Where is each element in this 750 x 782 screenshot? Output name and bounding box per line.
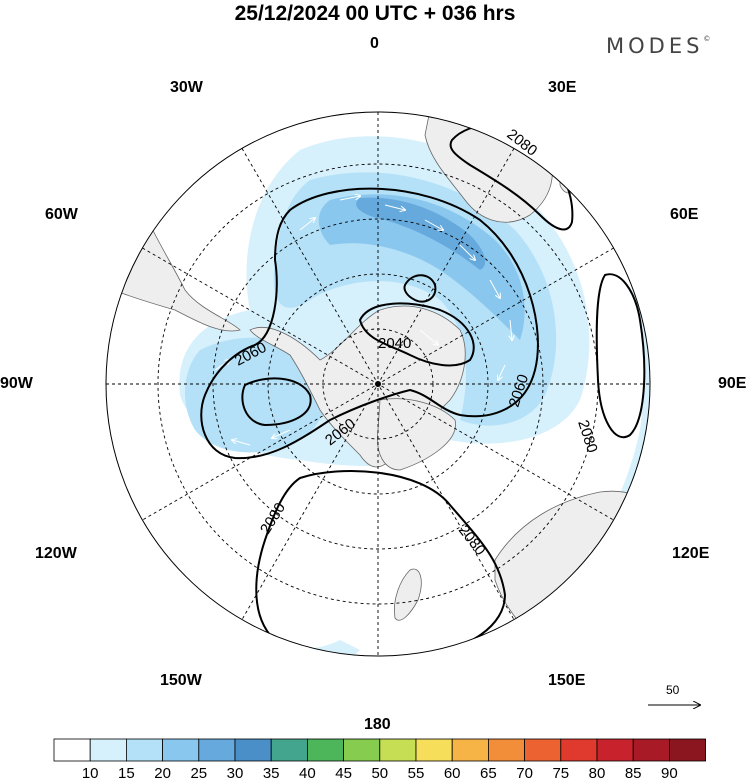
colorbar-swatch (379, 738, 417, 762)
colorbar-swatch (53, 738, 91, 762)
colorbar-tick-label: 20 (154, 765, 171, 782)
colorbar-tick-label: 85 (624, 765, 642, 782)
colorbar-swatch (162, 738, 200, 762)
colorbar-swatch (198, 738, 236, 762)
lon-label-60e: 60E (670, 206, 699, 223)
colorbar-tick-label: 50 (371, 765, 389, 782)
lon-label-60w: 60W (45, 206, 78, 223)
lon-label-0: 0 (370, 35, 379, 52)
lon-label-30w: 30W (170, 79, 203, 96)
colorbar-tick-label: 45 (335, 765, 352, 782)
colorbar-swatch (306, 738, 344, 762)
brand-logo: MODES© (606, 34, 710, 58)
colorbar-tick-label: 35 (262, 765, 280, 782)
colorbar-swatch (270, 738, 308, 762)
colorbar-swatch (560, 738, 598, 762)
lon-label-150e: 150E (548, 672, 586, 689)
colorbar-tick-label: 90 (661, 765, 678, 782)
contour-label-2040: 2040 (378, 335, 411, 352)
colorbar-swatch (89, 738, 127, 762)
jet-shading-30 (356, 197, 486, 270)
vector-key-label: 50 (666, 683, 680, 697)
lon-label-150w: 150W (160, 672, 202, 689)
map-title: 25/12/2024 00 UTC + 036 hrs (234, 2, 516, 25)
new-zealand (393, 568, 422, 621)
colorbar-swatch (126, 738, 164, 762)
madagascar (559, 149, 583, 194)
colorbar-swatch (524, 738, 562, 762)
copyright-mark: © (703, 35, 711, 43)
lon-label-90w: 90W (0, 375, 33, 392)
colorbar-tick-label: 80 (588, 765, 606, 782)
contour-2060-inner (241, 377, 312, 427)
jet-shading-25 (318, 194, 525, 340)
lon-label-120e: 120E (672, 545, 710, 562)
colorbar-swatch (487, 738, 525, 762)
colorbar-tick-label: 55 (407, 765, 425, 782)
colorbar-swatch (451, 738, 489, 762)
colorbar-swatch (415, 738, 453, 762)
contour-2040-small (403, 274, 437, 303)
colorbar-tick-label: 40 (299, 765, 316, 782)
colorbar-tick-label: 70 (516, 765, 533, 782)
colorbar (53, 738, 707, 762)
lon-label-90e: 90E (718, 375, 747, 392)
antarctica-east (377, 398, 456, 471)
colorbar-tick-label: 75 (552, 765, 570, 782)
colorbar-tick-label: 25 (190, 765, 208, 782)
lon-label-180: 180 (364, 716, 391, 733)
map-border (105, 111, 651, 657)
colorbar-swatch (596, 738, 634, 762)
contour-2060 (200, 187, 539, 460)
colorbar-tick-label: 65 (480, 765, 497, 782)
contour-2040 (358, 302, 475, 367)
colorbar-tick-label: 30 (226, 765, 244, 782)
lon-label-30e: 30E (548, 79, 577, 96)
colorbar-tick-label: 15 (118, 765, 135, 782)
colorbar-swatch (632, 738, 670, 762)
lon-label-120w: 120W (35, 545, 77, 562)
colorbar-swatch (343, 738, 381, 762)
colorbar-swatch (669, 738, 707, 762)
colorbar-tick-label: 60 (443, 765, 461, 782)
contour-2080-east (595, 273, 646, 438)
colorbar-swatch (234, 738, 272, 762)
brand-name: MODES (606, 34, 704, 58)
south-pole-marker (375, 381, 381, 387)
colorbar-tick-label: 10 (81, 765, 99, 782)
